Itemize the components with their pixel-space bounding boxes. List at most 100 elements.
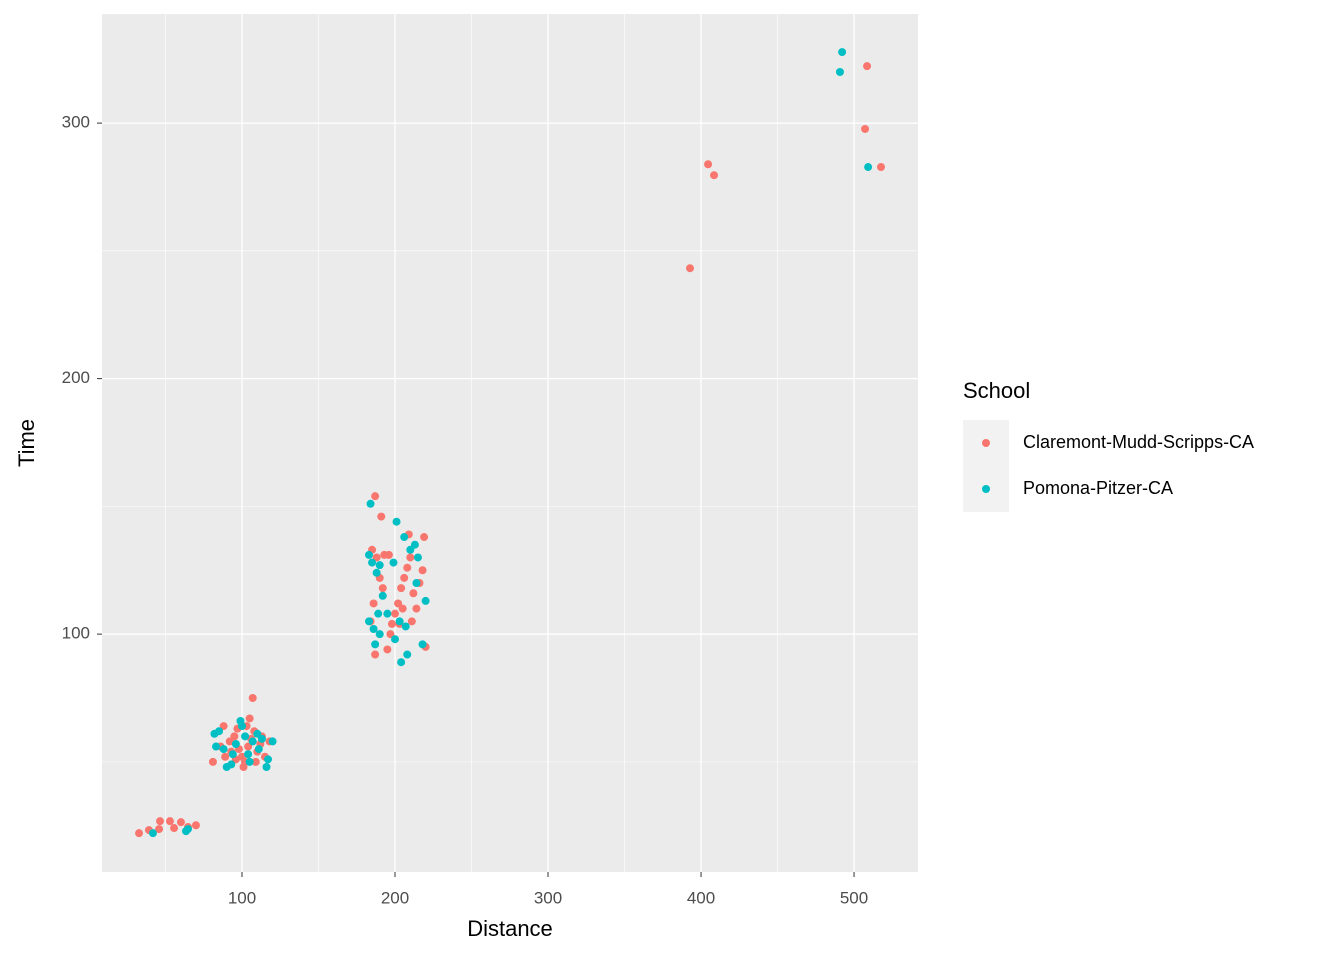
point <box>409 589 418 598</box>
point <box>397 584 406 593</box>
point <box>403 563 412 572</box>
point <box>165 817 174 826</box>
point <box>710 171 719 180</box>
point <box>861 124 870 133</box>
point <box>420 533 429 542</box>
point <box>225 737 234 746</box>
point <box>215 727 224 736</box>
point <box>257 734 266 743</box>
point <box>230 732 239 741</box>
point <box>377 512 386 521</box>
point <box>268 737 277 746</box>
point <box>410 540 419 549</box>
point <box>241 732 250 741</box>
x-tick-label: 200 <box>381 888 409 907</box>
point <box>375 630 384 639</box>
point <box>375 561 384 570</box>
point <box>686 264 695 273</box>
point <box>835 68 844 77</box>
points <box>135 48 885 838</box>
point <box>253 729 262 738</box>
point <box>239 762 248 771</box>
point <box>383 645 392 654</box>
point <box>368 558 377 567</box>
point <box>418 640 427 649</box>
x-axis-title: Distance <box>467 916 553 941</box>
point <box>365 617 374 626</box>
y-tick-label: 200 <box>62 368 90 387</box>
legend-key <box>982 485 990 493</box>
point <box>262 762 271 771</box>
x-tick-label: 400 <box>687 888 715 907</box>
point <box>248 693 257 702</box>
x-tick-label: 100 <box>228 888 256 907</box>
point <box>219 722 228 731</box>
point <box>389 558 398 567</box>
point <box>366 499 375 508</box>
legend-key-bg <box>963 420 1009 512</box>
point <box>391 635 400 644</box>
point <box>387 619 396 628</box>
point <box>231 739 240 748</box>
point <box>383 609 392 618</box>
point <box>392 517 401 526</box>
point <box>413 553 422 562</box>
point <box>863 62 872 71</box>
point <box>704 160 713 169</box>
legend: Claremont-Mudd-Scripps-CA Pomona-Pitzer-C… <box>963 420 1254 512</box>
point <box>176 818 185 827</box>
point <box>371 640 380 649</box>
legend-label: Pomona-Pitzer-CA <box>1023 478 1173 498</box>
point <box>148 829 157 838</box>
point <box>864 163 873 172</box>
point <box>238 722 247 731</box>
point <box>244 750 253 759</box>
point <box>406 545 415 554</box>
point <box>183 825 192 834</box>
point <box>211 742 220 751</box>
point <box>412 604 421 613</box>
point <box>391 609 400 618</box>
point <box>365 550 374 559</box>
point <box>369 599 378 608</box>
point <box>400 533 409 542</box>
point <box>395 617 404 626</box>
point <box>374 609 383 618</box>
point <box>378 584 387 593</box>
point <box>838 48 847 57</box>
point <box>155 825 164 834</box>
point <box>403 650 412 659</box>
point <box>221 752 230 761</box>
y-tick-label: 300 <box>62 113 90 132</box>
legend-title: School <box>963 378 1030 403</box>
point <box>369 625 378 634</box>
point <box>406 553 415 562</box>
x-tick-label: 300 <box>534 888 562 907</box>
panel <box>102 14 918 872</box>
legend-label: Claremont-Mudd-Scripps-CA <box>1023 432 1254 452</box>
point <box>380 550 389 559</box>
point <box>228 750 237 759</box>
point <box>208 757 217 766</box>
point <box>372 553 381 562</box>
point <box>876 163 885 172</box>
point <box>418 566 427 575</box>
point <box>191 821 200 830</box>
point <box>371 492 380 501</box>
point <box>407 617 416 626</box>
point <box>371 650 380 659</box>
point <box>400 573 409 582</box>
legend-key <box>982 439 990 447</box>
point <box>378 591 387 600</box>
point <box>397 658 406 667</box>
point <box>398 604 407 613</box>
point <box>251 757 260 766</box>
x-tick-label: 500 <box>840 888 868 907</box>
point <box>264 755 273 764</box>
point <box>254 745 263 754</box>
point <box>244 742 253 751</box>
point <box>386 630 395 639</box>
point <box>248 737 257 746</box>
point <box>135 829 144 838</box>
